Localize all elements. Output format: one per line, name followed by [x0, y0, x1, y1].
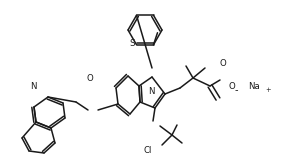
Text: O: O — [228, 82, 235, 91]
Text: +: + — [265, 87, 271, 93]
Text: O: O — [86, 74, 93, 83]
Text: O: O — [219, 60, 226, 68]
Text: S: S — [129, 40, 135, 48]
Text: N: N — [148, 87, 155, 96]
Text: N: N — [30, 82, 37, 91]
Text: Na: Na — [248, 82, 260, 91]
Text: Cl: Cl — [143, 146, 152, 155]
Text: -: - — [235, 85, 238, 95]
